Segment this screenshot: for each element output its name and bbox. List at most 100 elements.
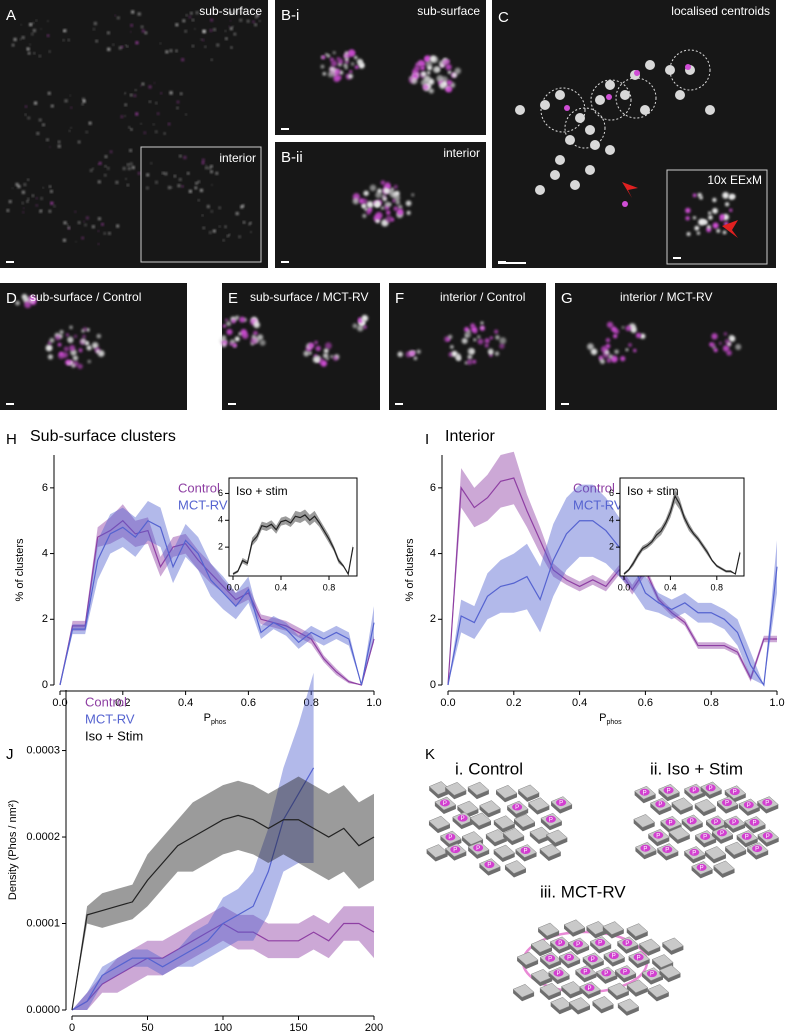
spot bbox=[621, 326, 625, 329]
spot bbox=[57, 144, 61, 148]
panel-letter: K bbox=[425, 746, 435, 763]
spot bbox=[484, 343, 489, 348]
spot bbox=[140, 25, 144, 29]
phos-mark bbox=[584, 984, 595, 992]
spot bbox=[67, 362, 71, 366]
spot bbox=[63, 238, 66, 242]
spot bbox=[255, 13, 259, 17]
spot bbox=[697, 192, 702, 198]
error-band bbox=[72, 672, 314, 1010]
spot bbox=[312, 356, 320, 363]
spot bbox=[327, 54, 331, 58]
spot bbox=[713, 348, 718, 353]
spot bbox=[356, 58, 363, 65]
spot bbox=[157, 112, 160, 115]
spot bbox=[692, 193, 697, 198]
spot bbox=[722, 230, 727, 235]
y-tick-label: 6 bbox=[218, 488, 223, 498]
phos-label: P bbox=[658, 802, 662, 808]
panel-label: sub-surface bbox=[199, 4, 262, 18]
spot bbox=[250, 231, 252, 233]
spot bbox=[454, 67, 461, 75]
series-line bbox=[71, 814, 375, 1011]
spot bbox=[222, 239, 225, 242]
phos-label: P bbox=[709, 786, 713, 792]
phos-mark bbox=[749, 818, 760, 826]
phos-mark bbox=[689, 848, 700, 856]
spot bbox=[70, 127, 72, 129]
spot bbox=[57, 342, 62, 347]
y-tick-label: 0.0003 bbox=[26, 744, 60, 756]
spot bbox=[125, 178, 127, 180]
spot bbox=[499, 343, 505, 349]
spot bbox=[361, 314, 369, 322]
spot bbox=[722, 345, 730, 352]
spot bbox=[96, 333, 102, 339]
spot bbox=[135, 112, 139, 116]
spot bbox=[254, 23, 257, 26]
spot bbox=[432, 66, 440, 74]
tile-top bbox=[539, 843, 562, 858]
spot bbox=[480, 326, 484, 329]
spot bbox=[251, 334, 256, 339]
spot bbox=[40, 209, 43, 212]
spot bbox=[86, 216, 89, 220]
spot bbox=[159, 42, 162, 44]
spot bbox=[420, 65, 425, 71]
centroid bbox=[595, 95, 605, 105]
micrograph bbox=[0, 0, 268, 268]
spot bbox=[187, 172, 190, 175]
spot bbox=[494, 329, 499, 334]
spot bbox=[176, 100, 180, 104]
spot bbox=[57, 352, 65, 360]
arrowhead bbox=[622, 182, 638, 198]
tile-top bbox=[724, 841, 747, 856]
series-line bbox=[447, 520, 778, 687]
search-radius bbox=[590, 79, 632, 121]
spot bbox=[685, 207, 691, 214]
spot bbox=[127, 163, 130, 166]
centroid bbox=[570, 180, 580, 190]
tile-top bbox=[661, 937, 684, 952]
spot bbox=[337, 75, 342, 80]
phos-mark bbox=[633, 953, 644, 961]
spot bbox=[447, 70, 452, 75]
spot bbox=[124, 115, 126, 117]
spot bbox=[35, 19, 37, 22]
tile-top bbox=[479, 800, 501, 814]
spot bbox=[213, 229, 216, 233]
spot bbox=[179, 155, 182, 158]
spot bbox=[35, 204, 38, 207]
spot bbox=[252, 20, 255, 23]
phos-label: P bbox=[612, 954, 616, 960]
spot bbox=[639, 333, 646, 339]
phos-mark bbox=[689, 786, 700, 794]
error-band bbox=[448, 451, 777, 685]
spot bbox=[722, 192, 729, 199]
x-axis-label: P bbox=[599, 712, 606, 724]
spot bbox=[242, 204, 245, 207]
spot bbox=[366, 210, 371, 215]
spot bbox=[388, 202, 392, 207]
spot bbox=[21, 202, 24, 204]
spot bbox=[354, 55, 358, 60]
panel-letter: D bbox=[6, 290, 17, 307]
micrograph bbox=[222, 283, 380, 410]
spot bbox=[238, 235, 241, 238]
phos-mark bbox=[595, 939, 606, 947]
spot bbox=[587, 343, 594, 350]
y-tick-label: 0.0000 bbox=[26, 1004, 60, 1016]
spot bbox=[606, 321, 614, 328]
spot bbox=[489, 336, 493, 340]
spot bbox=[226, 321, 232, 327]
spot bbox=[613, 334, 618, 339]
spot bbox=[48, 210, 52, 213]
spot bbox=[201, 161, 205, 165]
spot bbox=[222, 324, 227, 328]
spot bbox=[32, 22, 35, 24]
spot bbox=[218, 206, 221, 209]
spot bbox=[600, 359, 605, 365]
spot bbox=[185, 14, 188, 16]
phos-label: P bbox=[755, 847, 759, 853]
